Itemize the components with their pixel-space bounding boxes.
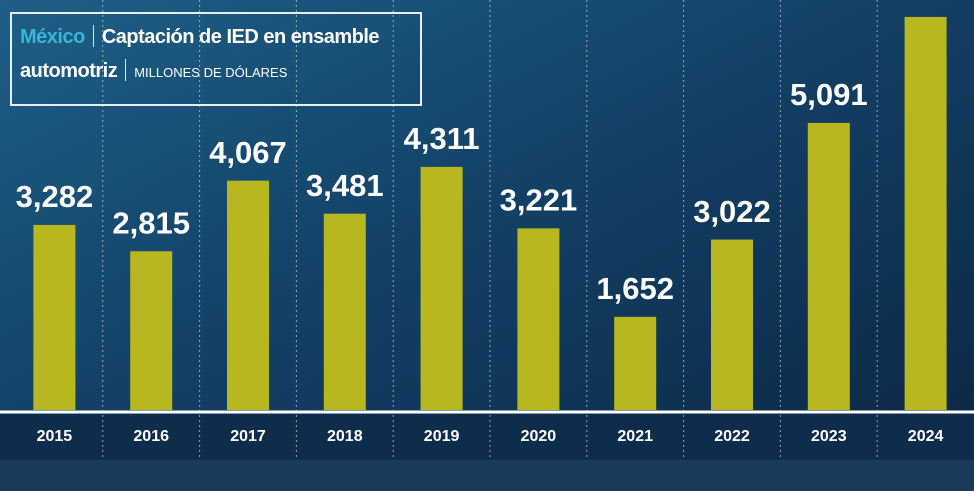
bar	[614, 316, 657, 410]
x-tick-label: 2016	[133, 428, 169, 445]
bar	[420, 166, 463, 410]
value-label: 3,481	[306, 168, 384, 203]
bar	[711, 239, 753, 410]
value-label: 3,022	[693, 194, 771, 229]
bar	[130, 251, 173, 410]
bar	[807, 122, 850, 410]
x-tick-label: 2015	[37, 428, 73, 445]
x-tick-label: 2017	[230, 428, 266, 445]
bar	[323, 213, 366, 410]
value-label: 5,091	[790, 77, 868, 112]
chart-subtitle: MILLONES DE DÓLARES	[134, 65, 288, 80]
value-label: 2,815	[112, 205, 190, 240]
x-tick-label: 2023	[811, 428, 847, 445]
x-tick-label: 2018	[327, 428, 363, 445]
title-box: México Captación de IED en ensamble autom…	[10, 12, 422, 106]
x-tick-label: 2021	[617, 428, 653, 445]
x-tick-label: 2019	[424, 428, 460, 445]
bar	[904, 16, 947, 410]
bar	[33, 224, 76, 410]
footer-band	[0, 460, 974, 491]
separator	[92, 25, 94, 47]
chart-title: Captación de IED en ensamble automotriz	[20, 26, 380, 82]
bar	[517, 228, 560, 410]
value-label: 1,652	[596, 271, 674, 306]
x-tick-label: 2024	[908, 428, 944, 445]
x-tick-label: 2020	[521, 428, 557, 445]
country: México	[20, 26, 85, 48]
value-label: 3,282	[16, 179, 94, 214]
value-label: 3,221	[500, 183, 578, 218]
value-label: 4,067	[209, 135, 287, 170]
bar	[227, 180, 269, 410]
x-tick-label: 2022	[714, 428, 750, 445]
separator	[125, 59, 127, 81]
value-label: 4,311	[404, 121, 480, 156]
axis-band	[0, 414, 974, 460]
